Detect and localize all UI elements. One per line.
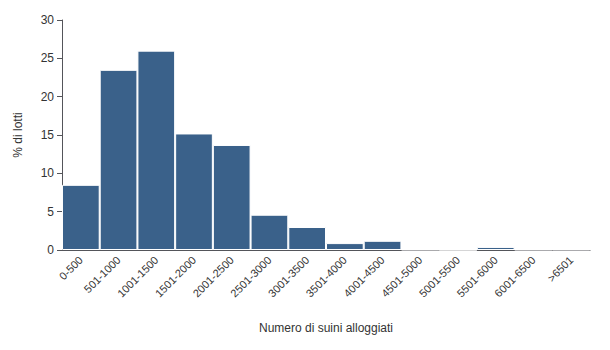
svg-text:4501-5000: 4501-5000 [378, 253, 425, 300]
svg-text:5501-6000: 5501-6000 [454, 253, 500, 300]
svg-text:3001-3500: 3001-3500 [265, 253, 312, 300]
svg-text:15: 15 [41, 128, 55, 142]
svg-text:1501-2000: 1501-2000 [152, 253, 199, 300]
svg-text:>6501: >6501 [545, 254, 575, 284]
svg-text:5001-5500: 5001-5500 [416, 253, 463, 300]
svg-text:4001-4500: 4001-4500 [341, 253, 387, 300]
svg-text:1001-1500: 1001-1500 [114, 253, 161, 300]
svg-text:5: 5 [47, 205, 54, 219]
svg-text:2501-3000: 2501-3000 [228, 253, 274, 300]
svg-text:2001-2500: 2001-2500 [190, 253, 236, 300]
svg-text:Numero di suini alloggiati: Numero di suini alloggiati [259, 321, 393, 335]
svg-text:% di lotti: % di lotti [11, 112, 25, 157]
svg-text:0: 0 [47, 243, 54, 257]
svg-text:10: 10 [41, 166, 55, 180]
svg-text:6001-6500: 6001-6500 [492, 254, 538, 300]
svg-text:20: 20 [41, 90, 55, 104]
svg-text:3501-4000: 3501-4000 [303, 253, 350, 300]
svg-text:30: 30 [41, 13, 55, 27]
svg-text:0-500: 0-500 [57, 254, 85, 282]
svg-text:25: 25 [41, 51, 55, 65]
svg-text:501-1000: 501-1000 [81, 253, 123, 296]
